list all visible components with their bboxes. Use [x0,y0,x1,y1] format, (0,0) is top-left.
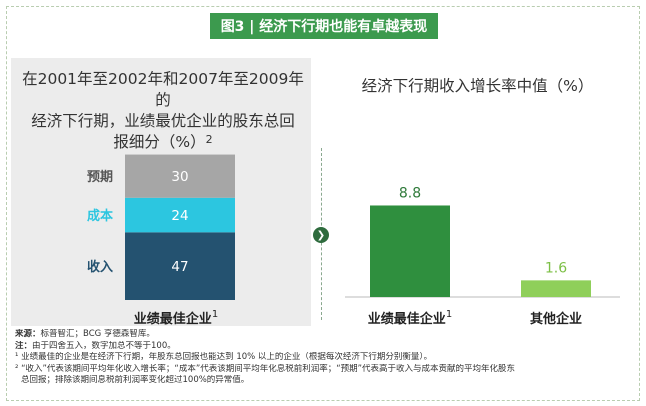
note-footnote-2-cont: 总回报；排除该期间息税前利润率变化超过100%的异常值。 [21,375,250,385]
chevron-right-icon: ❯ [313,227,329,243]
segment-label-2: 预期 [87,170,113,185]
segment-value-2: 30 [171,169,188,185]
bar-0 [370,205,450,297]
bar-1 [521,280,591,297]
category-label-0: 业绩最佳企业1 [368,309,452,327]
note-rounding: 注：由于四舍五入，数字加总不等于100。 [15,341,635,353]
segment-label-0: 收入 [87,259,113,275]
stack-segment-0 [125,232,235,300]
note-footnote-1: ¹ 业绩最佳的企业是在经济下行期，年股东总回报也能达到 10% 以上的企业（根据… [15,352,433,362]
segment-value-0: 47 [171,259,188,275]
figure-frame [6,6,640,401]
stack-segment-1 [125,197,235,233]
left-title-line3: 报细分（%） [113,133,206,151]
bar-value-1: 1.6 [545,260,567,276]
note-footnote-2: ² “收入”代表该期间平均年化收入增长率；“成本”代表该期间平均年化息税前利润率… [15,363,516,374]
note-source-label: 来源： [15,329,41,339]
segment-value-1: 24 [171,208,188,224]
note-rounding-text: 由于四舍五入，数字加总不等于100。 [32,340,176,351]
left-category-label: 业绩最佳企业1 [134,309,218,327]
note-source: 来源：标普智汇；BCG 亨德森智库。 [15,329,635,341]
right-chart-title: 经济下行期收入增长率中值（%） [361,77,594,95]
footnotes: 来源：标普智汇；BCG 亨德森智库。 注：由于四舍五入，数字加总不等于100。 … [15,329,635,387]
left-title-line2: 经济下行期，业绩最优企业的股东总回 [31,112,295,130]
left-title-line1: 在2001年至2002年和2007年至2009年的 [22,70,304,109]
segment-label-1: 成本 [87,208,113,224]
figure-title: 图3 | 经济下行期也能有卓越表现 [210,13,438,39]
note-rounding-label: 注： [15,340,33,351]
left-title-sup: 2 [205,133,213,146]
note-source-text: 标普智汇；BCG 亨德森智库。 [40,329,155,339]
stack-segment-2 [125,154,235,198]
left-title-line3-wrap: 报细分（%）2 [18,132,308,153]
left-category-sup: 1 [212,309,218,320]
left-chart-title: 在2001年至2002年和2007年至2009年的 经济下行期，业绩最优企业的股… [18,69,308,153]
category-label-1: 其他企业 [530,311,582,327]
bar-value-0: 8.8 [399,185,421,201]
category-sup-0: 1 [446,309,452,320]
